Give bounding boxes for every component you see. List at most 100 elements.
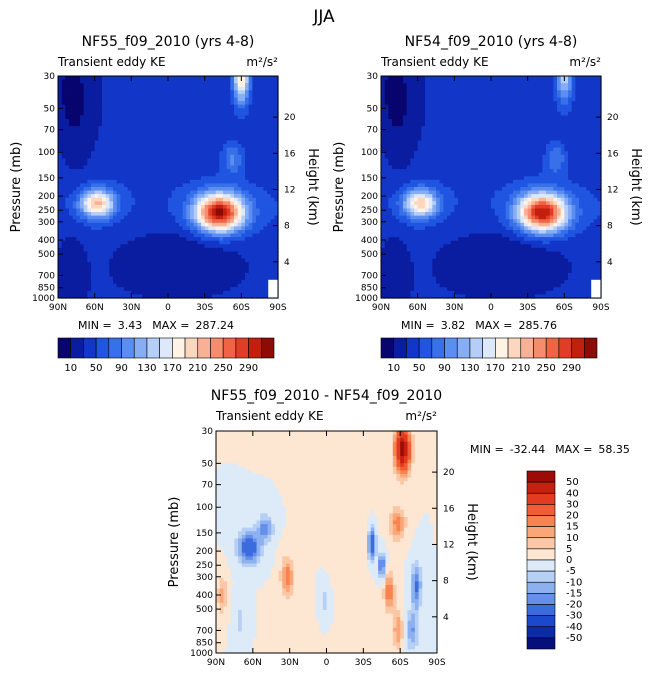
field-cell	[230, 247, 235, 253]
field-cell	[513, 133, 518, 138]
field-cell	[87, 86, 92, 91]
field-cell	[149, 265, 154, 270]
field-cell	[131, 111, 136, 116]
field-cell	[546, 133, 551, 138]
field-cell	[571, 118, 576, 124]
field-cell	[549, 129, 554, 134]
field-cell	[197, 212, 202, 217]
field-cell	[76, 283, 81, 288]
field-cell	[234, 237, 239, 242]
field-cell	[270, 222, 275, 227]
field-cell	[527, 83, 532, 88]
field-cell	[230, 144, 235, 149]
field-cell	[105, 111, 110, 116]
field-cell	[87, 161, 92, 167]
field-cell	[480, 108, 485, 113]
field-cell	[131, 179, 136, 185]
field-cell	[248, 126, 253, 131]
field-cell	[263, 165, 268, 170]
field-cell	[553, 115, 558, 120]
field-cell	[414, 115, 419, 120]
field-cell	[502, 144, 507, 149]
field-cell	[113, 176, 118, 181]
field-cell	[498, 126, 503, 131]
field-cell	[127, 158, 132, 163]
field-cell	[546, 93, 551, 99]
field-cell	[113, 219, 118, 224]
field-cell	[395, 111, 400, 116]
field-cell	[204, 172, 209, 177]
height-tick-label: 20	[284, 113, 296, 123]
field-cell	[175, 104, 180, 109]
field-cell	[186, 212, 191, 217]
field-cell	[593, 97, 598, 102]
field-cell	[421, 83, 426, 88]
field-cell	[171, 136, 176, 142]
field-cell	[568, 111, 573, 116]
field-cell	[406, 79, 411, 84]
field-cell	[392, 101, 397, 106]
field-cell	[212, 240, 217, 245]
field-cell	[80, 226, 85, 231]
field-cell	[417, 126, 422, 131]
field-cell	[61, 269, 66, 274]
field-cell	[164, 76, 169, 81]
field-cell	[61, 115, 66, 120]
field-cell	[171, 219, 176, 224]
field-cell	[138, 136, 143, 142]
field-cell	[131, 201, 136, 206]
field-cell	[428, 79, 433, 84]
field-cell	[190, 172, 195, 177]
field-cell	[98, 158, 103, 163]
field-cell	[241, 190, 246, 195]
field-cell	[263, 136, 268, 142]
field-cell	[223, 115, 228, 120]
field-cell	[146, 244, 151, 249]
field-cell	[219, 179, 224, 185]
field-cell	[193, 212, 198, 217]
field-cell	[204, 287, 209, 292]
field-cell	[65, 222, 70, 227]
field-cell	[230, 226, 235, 231]
field-cell	[564, 126, 569, 131]
field-cell	[538, 136, 543, 142]
field-cell	[219, 283, 224, 288]
field-cell	[542, 104, 547, 109]
field-cell	[219, 111, 224, 116]
field-cell	[171, 179, 176, 185]
field-cell	[237, 229, 242, 235]
field-cell	[245, 272, 250, 278]
field-cell	[270, 154, 275, 159]
field-cell	[168, 190, 173, 195]
field-cell	[120, 93, 125, 99]
field-cell	[230, 169, 235, 174]
field-cell	[87, 290, 92, 296]
field-cell	[259, 140, 264, 145]
field-cell	[61, 90, 66, 95]
field-cell	[204, 258, 209, 263]
field-cell	[94, 129, 99, 134]
field-cell	[102, 276, 107, 281]
field-cell	[168, 115, 173, 120]
field-cell	[421, 79, 426, 84]
field-cell	[164, 147, 169, 152]
field-cell	[487, 97, 492, 102]
field-cell	[83, 201, 88, 206]
field-cell	[494, 79, 499, 84]
field-cell	[58, 197, 63, 202]
field-cell	[219, 226, 224, 231]
field-cell	[91, 172, 96, 177]
field-cell	[248, 93, 253, 99]
field-cell	[410, 83, 415, 88]
field-cell	[270, 240, 275, 245]
field-cell	[245, 197, 250, 202]
field-cell	[124, 93, 129, 99]
field-cell	[102, 287, 107, 292]
field-cell	[179, 111, 184, 116]
field-cell	[406, 122, 411, 127]
field-cell	[124, 269, 129, 274]
field-cell	[245, 154, 250, 159]
field-cell	[83, 140, 88, 145]
field-cell	[392, 90, 397, 95]
field-cell	[223, 187, 228, 192]
